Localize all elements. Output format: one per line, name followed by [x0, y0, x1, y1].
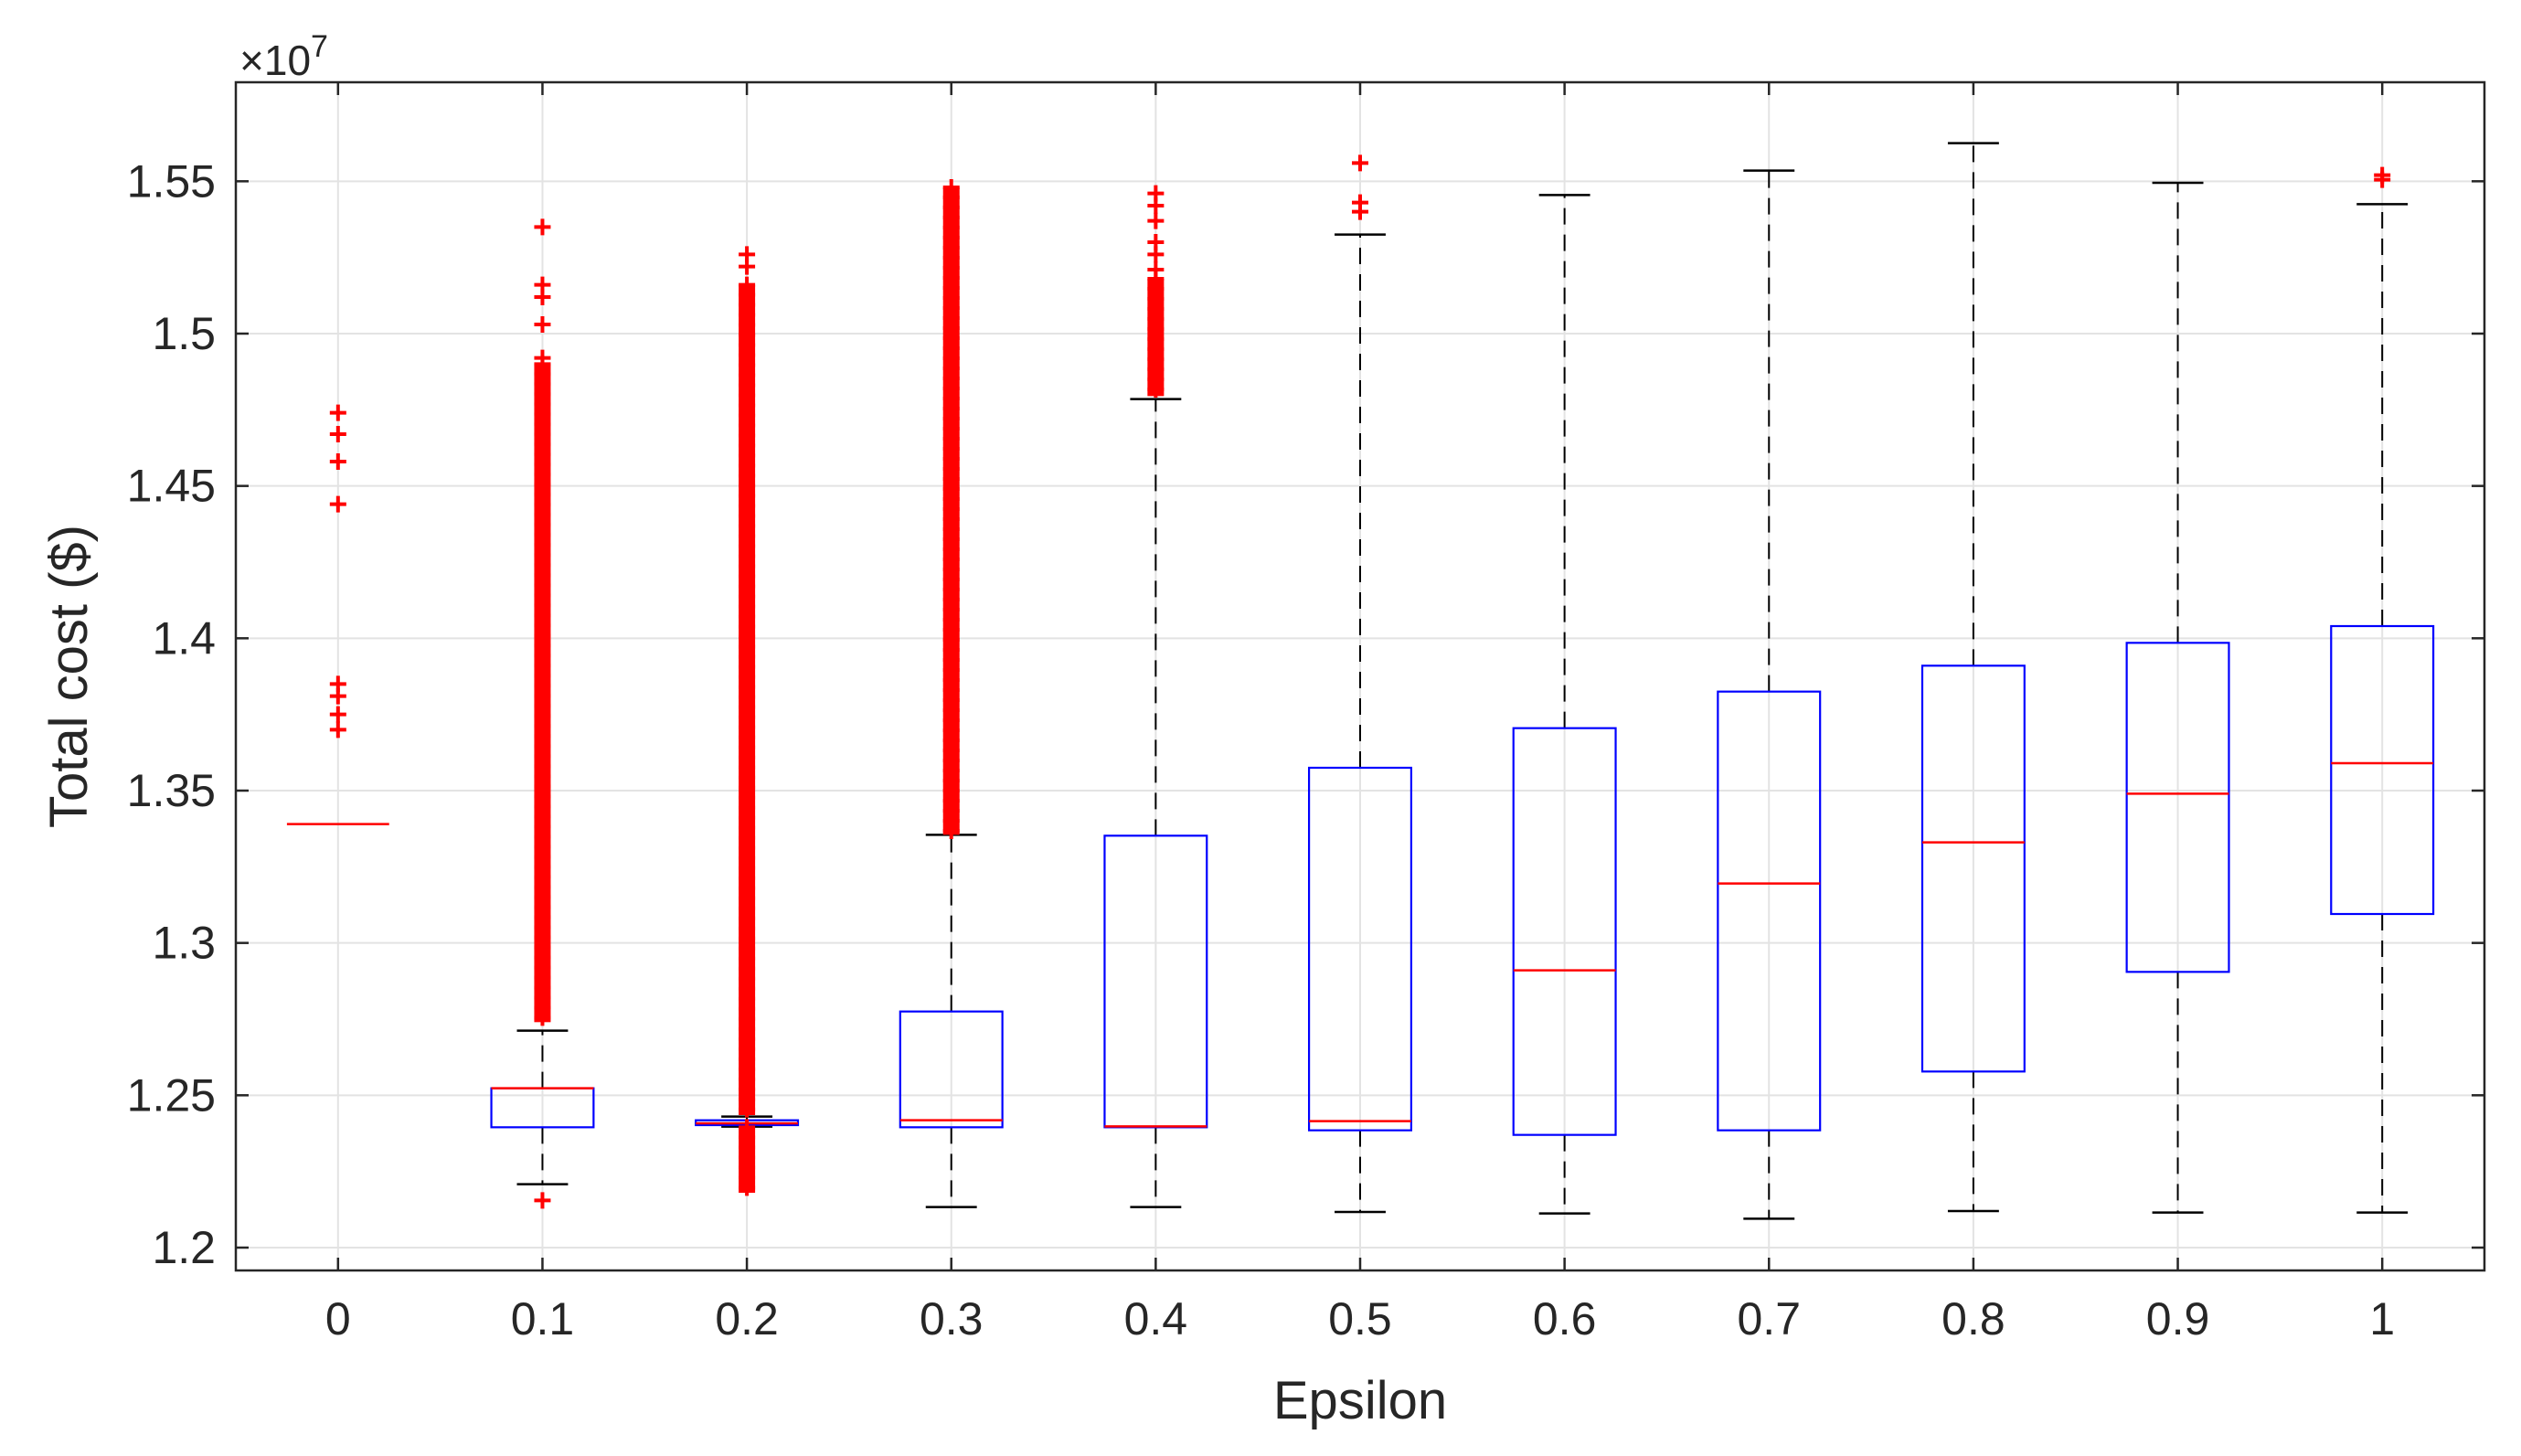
box-group-0.7 — [1717, 169, 1822, 1220]
outlier-marker — [1147, 261, 1165, 278]
outlier-marker — [1352, 154, 1368, 172]
outlier-marker — [1147, 381, 1165, 398]
outlier-marker — [534, 218, 551, 236]
outlier-marker — [329, 453, 346, 470]
y-tick-label: 1.3 — [152, 918, 216, 969]
box-group-0.3 — [899, 834, 1004, 1208]
box-iqr — [1307, 766, 1413, 1132]
box-plot-series — [286, 142, 2435, 1220]
outlier-marker — [329, 706, 346, 723]
outlier-marker — [534, 349, 551, 367]
outlier-marker — [329, 404, 346, 421]
outlier-marker — [739, 1100, 756, 1118]
x-tick-label: 0.5 — [1328, 1293, 1392, 1344]
outliers-0.1 — [534, 218, 551, 1209]
outlier-marker — [942, 823, 960, 839]
x-tick-label: 0.4 — [1124, 1293, 1188, 1344]
x-tick-label: 0.1 — [511, 1293, 575, 1344]
box-iqr — [1717, 690, 1822, 1132]
y-tick-label: 1.45 — [127, 461, 216, 512]
outlier-marker — [1147, 197, 1165, 214]
outlier-marker — [1147, 212, 1165, 229]
y-tick-label: 1.35 — [127, 765, 216, 816]
y-tick-label: 1.5 — [152, 308, 216, 359]
x-tick-label: 0 — [325, 1293, 351, 1344]
y-tick-label: 1.2 — [152, 1222, 216, 1273]
outliers-0 — [329, 404, 346, 739]
y-axis-label: Total cost ($) — [39, 525, 99, 828]
outliers-0.5 — [1352, 154, 1368, 220]
outlier-marker — [329, 426, 346, 442]
y-exponent-label: ×107 — [239, 29, 328, 84]
y-exponent-power: 7 — [311, 29, 328, 64]
y-tick-label: 1.25 — [127, 1069, 216, 1121]
box-iqr — [1920, 664, 2026, 1073]
box-iqr — [1512, 727, 1617, 1136]
outliers-0.4 — [1147, 185, 1165, 398]
x-axis-label: Epsilon — [1273, 1371, 1447, 1430]
y-exponent-base: ×10 — [239, 37, 311, 84]
outliers-1 — [2374, 166, 2391, 188]
box-iqr — [2125, 642, 2230, 973]
box-iqr — [899, 1010, 1004, 1129]
outlier-marker — [329, 721, 346, 739]
box-group-0.1 — [490, 1029, 595, 1185]
outlier-marker — [534, 1009, 551, 1026]
box-group-0.9 — [2125, 181, 2230, 1214]
outliers-0.2 — [739, 246, 756, 1196]
x-tick-label: 0.7 — [1738, 1293, 1802, 1344]
outlier-marker — [534, 316, 551, 333]
outlier-marker — [534, 1192, 551, 1209]
box-group-0.5 — [1307, 233, 1413, 1214]
outlier-marker — [534, 289, 551, 305]
box-group-0.6 — [1512, 194, 1617, 1215]
x-tick-label: 0.6 — [1533, 1293, 1597, 1344]
axis-ticks: 0 0.1 0.2 0.3 0.4 0.5 0.6 0.7 0.8 0.9 1 1.2 1.25 1.3 1… — [127, 82, 2484, 1344]
outlier-marker — [329, 687, 346, 705]
outlier-marker — [739, 258, 756, 275]
outlier-marker — [1352, 203, 1368, 220]
outlier-markers — [329, 154, 2391, 1209]
x-tick-label: 1 — [2369, 1293, 2395, 1344]
outlier-marker — [329, 495, 346, 513]
box-group-0.4 — [1103, 398, 1208, 1208]
x-tick-label: 0.8 — [1941, 1293, 2005, 1344]
box-iqr — [2330, 624, 2435, 916]
x-tick-label: 0.9 — [2146, 1293, 2210, 1344]
outliers-0.3 — [942, 179, 960, 839]
outlier-marker — [1147, 246, 1165, 263]
y-tick-label: 1.55 — [127, 155, 216, 207]
outlier-marker — [739, 1179, 756, 1196]
box-group-1 — [2330, 203, 2435, 1214]
x-tick-label: 0.3 — [920, 1293, 984, 1344]
y-tick-label: 1.4 — [152, 612, 216, 664]
outlier-marker — [2374, 171, 2391, 188]
x-tick-label: 0.2 — [715, 1293, 779, 1344]
box-group-0.8 — [1920, 142, 2026, 1213]
